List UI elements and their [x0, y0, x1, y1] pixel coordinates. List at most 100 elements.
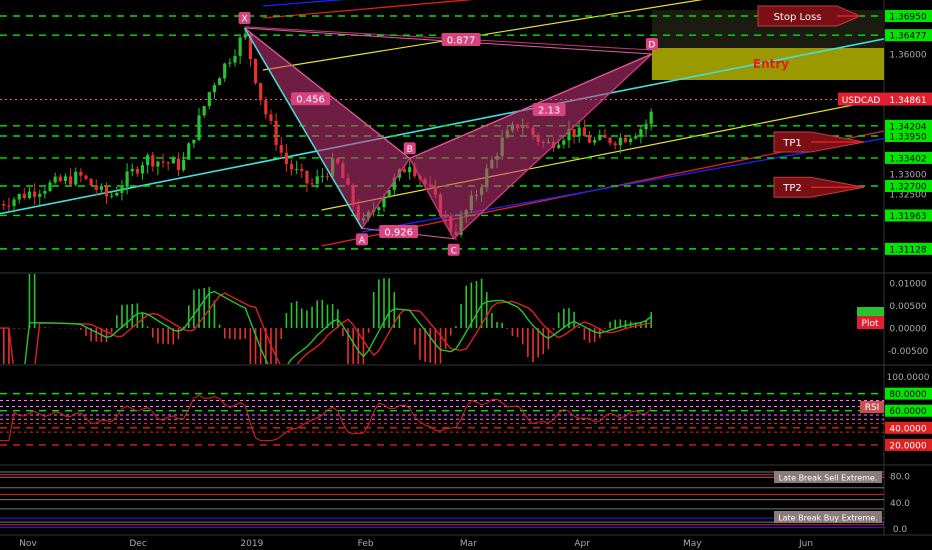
candle-body: [33, 191, 37, 197]
rsi-tick-label: 40.0000: [889, 424, 926, 434]
candle-body: [593, 139, 597, 143]
candle-body: [187, 143, 191, 160]
rsi-tick-label: 60.0000: [889, 407, 926, 417]
trade-level-labels: Stop Loss TP1 TP2 Entry: [753, 5, 865, 198]
rsi-line: [0, 394, 652, 442]
time-axis-label: Mar: [460, 539, 477, 549]
candle-body: [382, 197, 386, 208]
time-axis: Nov Dec 2019 Feb Mar Apr May Jun: [19, 539, 813, 549]
candle-body: [305, 170, 309, 184]
channel-line: [262, 0, 475, 19]
candle-body: [634, 136, 638, 139]
pattern-point-label: D: [648, 41, 655, 51]
time-axis-label: 2019: [240, 539, 263, 549]
macd-tick-label: 0.00000: [889, 325, 926, 335]
price-tick-label: 1.33402: [889, 154, 926, 164]
late-break-tick-label: 0.0: [893, 525, 908, 535]
candle-body: [387, 189, 391, 198]
pattern-point-label: B: [407, 145, 413, 155]
rsi-badge-label: RSI: [865, 403, 880, 413]
candle-body: [161, 161, 165, 163]
price-tag: [885, 209, 932, 222]
price-tick-label: 1.36950: [889, 13, 926, 23]
candle-body: [269, 114, 273, 121]
candle-body: [176, 158, 181, 171]
candle-body: [315, 176, 319, 184]
late-break-badge: [774, 511, 882, 523]
candle-body: [320, 175, 324, 177]
price-tick-label: 1.34204: [889, 122, 926, 132]
candle-body: [613, 143, 617, 146]
symbol-name: USDCAD: [842, 96, 881, 106]
late-break-tick-label: 80.0: [890, 472, 910, 482]
macd-tick-label: 0.01000: [889, 279, 926, 289]
candle-body: [130, 168, 134, 172]
candle-body: [84, 175, 88, 179]
candle-body: [166, 162, 170, 164]
candle-body: [238, 37, 242, 56]
candle-body: [259, 83, 263, 101]
candle-body: [68, 176, 73, 185]
candle-body: [2, 204, 6, 206]
candle-body: [377, 207, 381, 211]
ratio-marker: [532, 103, 566, 116]
candle-body: [27, 191, 32, 199]
candle-body: [603, 134, 607, 138]
price-tick-label: 1.32700: [889, 183, 926, 193]
candle-body: [120, 186, 124, 193]
price-tick-label: 1.33000: [889, 171, 926, 181]
price-tag: [885, 151, 932, 164]
channel-line: [262, 0, 346, 7]
candle-body: [115, 192, 119, 196]
candle-body: [12, 199, 16, 207]
candle-body: [207, 92, 211, 107]
candle-body: [212, 85, 217, 93]
candle-body: [17, 194, 21, 200]
horizontal-levels: [0, 15, 884, 250]
candle-body: [289, 163, 294, 170]
macd-badge-label: Plot: [862, 319, 879, 329]
rsi-tick-label: 80.0000: [889, 390, 926, 400]
pattern-xa-leg: [243, 27, 363, 229]
candle-body: [608, 137, 612, 144]
ratio-label: 0.456: [296, 95, 325, 106]
candle-body: [140, 165, 145, 174]
candle-body: [295, 168, 299, 170]
price-tag: [885, 29, 932, 42]
price-tag: [885, 180, 932, 192]
macd-tick-label: -0.00500: [888, 347, 929, 357]
time-axis-label: Nov: [19, 539, 37, 549]
symbol-price: 1.34861: [889, 96, 926, 106]
entry-zone-box: [651, 48, 884, 80]
stop-loss-marker: [757, 5, 862, 27]
time-axis-label: Feb: [358, 539, 374, 549]
candle-body: [43, 190, 47, 194]
candle-body: [79, 171, 83, 176]
candle-body: [94, 185, 98, 190]
price-tick-label: 1.33950: [889, 133, 926, 143]
candle-body: [587, 136, 592, 143]
channel-line: [0, 38, 884, 215]
candle-body: [577, 127, 581, 137]
candle-body: [22, 194, 26, 199]
candle-body: [223, 63, 227, 79]
time-axis-label: Apr: [574, 539, 590, 549]
candle-body: [228, 62, 232, 64]
candle-body: [567, 128, 571, 141]
rsi-tick-label: 20.0000: [889, 441, 926, 451]
price-tick-label: 1.31963: [889, 212, 926, 222]
price-tick-label: 1.36000: [889, 51, 926, 61]
stop-loss-label: Stop Loss: [774, 12, 822, 23]
rsi-tick-tag: [885, 421, 932, 434]
rsi-axis: 100.0000 80.0000 60.0000 40.0000 20.0000 RSI: [860, 373, 932, 451]
pattern-point-marker: [238, 12, 251, 24]
rsi-badge: [860, 401, 884, 413]
candle-body: [104, 186, 109, 197]
candle-body: [598, 134, 602, 140]
candle-body: [53, 176, 57, 183]
rsi-tick-tag: [885, 438, 932, 451]
pattern-leg: [409, 53, 653, 159]
time-axis-label: May: [683, 539, 702, 549]
